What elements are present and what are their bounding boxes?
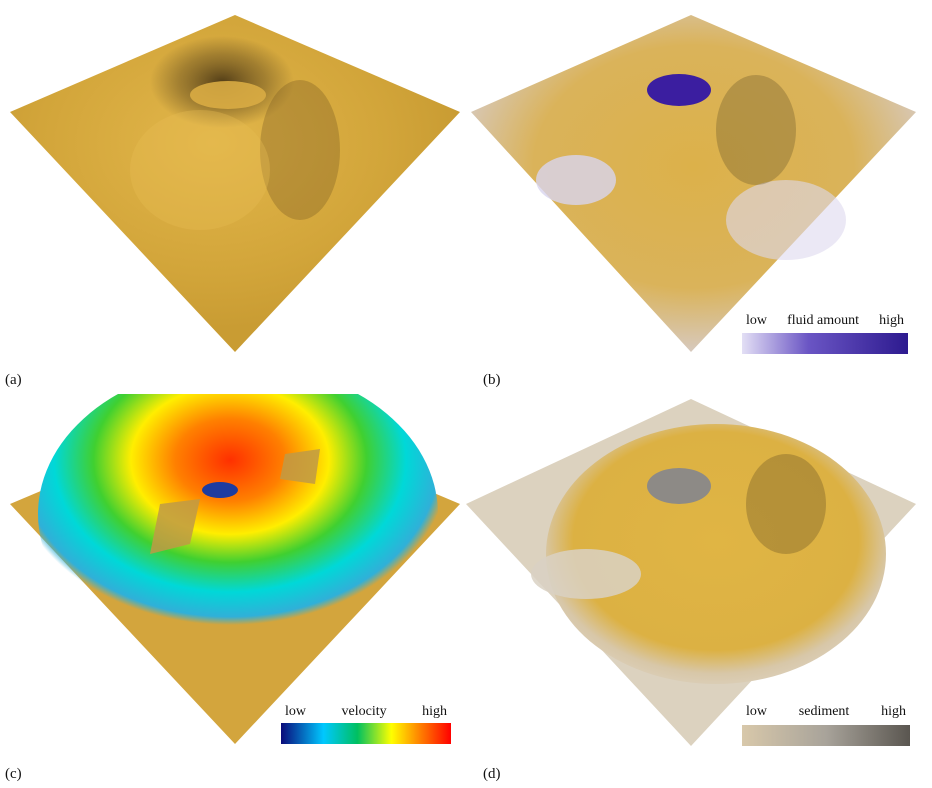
legend-title: sediment [798, 704, 850, 719]
fluid-patch [726, 180, 846, 260]
fluid-pool [647, 74, 711, 106]
terrain-patch [280, 449, 320, 484]
mountain-body [546, 424, 886, 684]
legend-title: fluid amount [787, 313, 860, 328]
terrain-patch [150, 499, 200, 554]
legend-high-label: high [881, 704, 906, 719]
legend-low-label: low [746, 704, 767, 719]
terrain-surface [10, 15, 460, 352]
legend-low-label: low [285, 704, 306, 719]
velocity-field [38, 394, 438, 664]
legend-high-label: high [422, 704, 447, 719]
sediment-colorbar [742, 725, 910, 746]
legend-title: velocity [341, 704, 387, 719]
sediment-patch [531, 549, 641, 599]
sediment-legend: low sediment high [742, 704, 910, 746]
shadow-region [716, 75, 796, 185]
mountain-highlight [130, 110, 270, 230]
crater-core [202, 482, 238, 498]
legend-high-label: high [879, 313, 904, 328]
fluid-surface [471, 15, 916, 352]
crater-rim [190, 81, 266, 109]
crater-sediment [647, 468, 711, 504]
panel-c-caption: (c) [5, 766, 22, 782]
panel-b-caption: (b) [483, 372, 501, 388]
terrain-panel-a [10, 15, 460, 352]
fluid-legend: low fluid amount high [742, 313, 908, 354]
sediment-panel-d [466, 399, 916, 746]
velocity-legend: low velocity high [281, 704, 451, 744]
mountain-ridge-shadow [260, 80, 340, 220]
legend-low-label: low [746, 313, 767, 328]
fluid-colorbar [742, 333, 908, 354]
fluid-patch [536, 155, 616, 205]
ridge-shadow [746, 454, 826, 554]
velocity-colorbar [281, 723, 451, 744]
fluid-panel-b [471, 15, 916, 352]
panel-a-caption: (a) [5, 372, 22, 388]
panel-d-caption: (d) [483, 766, 501, 782]
velocity-panel-c [10, 394, 460, 744]
